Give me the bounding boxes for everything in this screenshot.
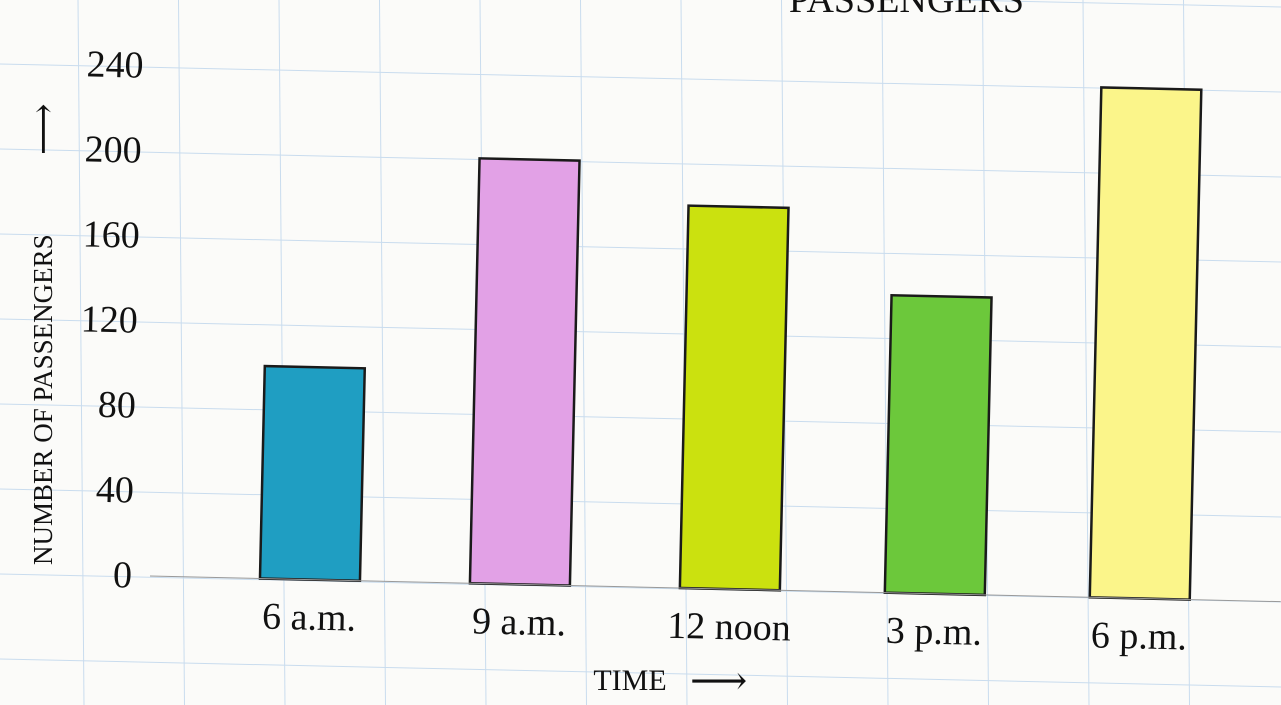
grid-line-vertical bbox=[881, 0, 889, 705]
grid-line-horizontal bbox=[0, 573, 1281, 603]
x-category-label: 6 a.m. bbox=[262, 596, 357, 640]
grid-line-horizontal bbox=[0, 403, 1281, 433]
grid-line-vertical bbox=[77, 0, 85, 705]
grid-line-horizontal bbox=[0, 148, 1281, 178]
y-tick-labels: 0 40 80 120 160 200 240 bbox=[80, 43, 144, 596]
x-category-label: 9 a.m. bbox=[472, 600, 567, 644]
grid-line-vertical bbox=[1082, 0, 1090, 705]
grid-line-horizontal bbox=[0, 63, 1281, 93]
grid-line-vertical bbox=[580, 0, 587, 705]
y-tick-label: 40 bbox=[95, 469, 134, 512]
grid-line-vertical bbox=[278, 0, 286, 705]
bar bbox=[468, 157, 581, 587]
x-axis-arrow: ⟶ bbox=[690, 658, 747, 703]
x-category-label: 3 p.m. bbox=[885, 610, 982, 654]
grid-line-horizontal bbox=[937, 0, 1281, 8]
x-axis-line bbox=[149, 575, 1281, 603]
bars bbox=[258, 86, 1203, 601]
x-category-label: 6 p.m. bbox=[1090, 614, 1187, 658]
x-axis-title: TIME ⟶ bbox=[593, 658, 747, 703]
y-tick-label: 160 bbox=[82, 213, 140, 256]
y-axis-title: NUMBER OF PASSENGERS ⟶ bbox=[23, 103, 63, 565]
bar bbox=[883, 293, 993, 597]
y-axis-label: NUMBER OF PASSENGERS bbox=[28, 234, 58, 565]
grid-line-vertical bbox=[379, 0, 386, 705]
bar bbox=[678, 204, 790, 592]
y-tick-label: 120 bbox=[80, 298, 138, 341]
x-axis-label: TIME bbox=[593, 664, 666, 697]
y-axis-arrow: ⟶ bbox=[23, 103, 63, 155]
y-tick-label: 80 bbox=[97, 384, 136, 427]
grid-line-horizontal bbox=[0, 233, 1281, 263]
chart-title: PASSENGERS bbox=[789, 0, 1024, 21]
bar bbox=[1088, 86, 1203, 601]
grid-line-vertical bbox=[178, 0, 185, 705]
x-category-label: 12 noon bbox=[667, 605, 791, 650]
grid-line-horizontal bbox=[0, 658, 1281, 688]
plot-area: 0 40 80 120 160 200 240 6 a.m. 9 a.m. 12 noon 3 p… bbox=[80, 43, 1281, 659]
bar bbox=[258, 364, 367, 583]
y-tick-label: 200 bbox=[84, 128, 142, 171]
y-tick-label: 0 bbox=[113, 554, 133, 596]
y-tick-label: 240 bbox=[86, 43, 144, 86]
grid-line-horizontal bbox=[0, 488, 1281, 518]
grid-line-horizontal bbox=[0, 318, 1281, 348]
x-category-labels: 6 a.m. 9 a.m. 12 noon 3 p.m. 6 p.m. bbox=[262, 596, 1188, 659]
